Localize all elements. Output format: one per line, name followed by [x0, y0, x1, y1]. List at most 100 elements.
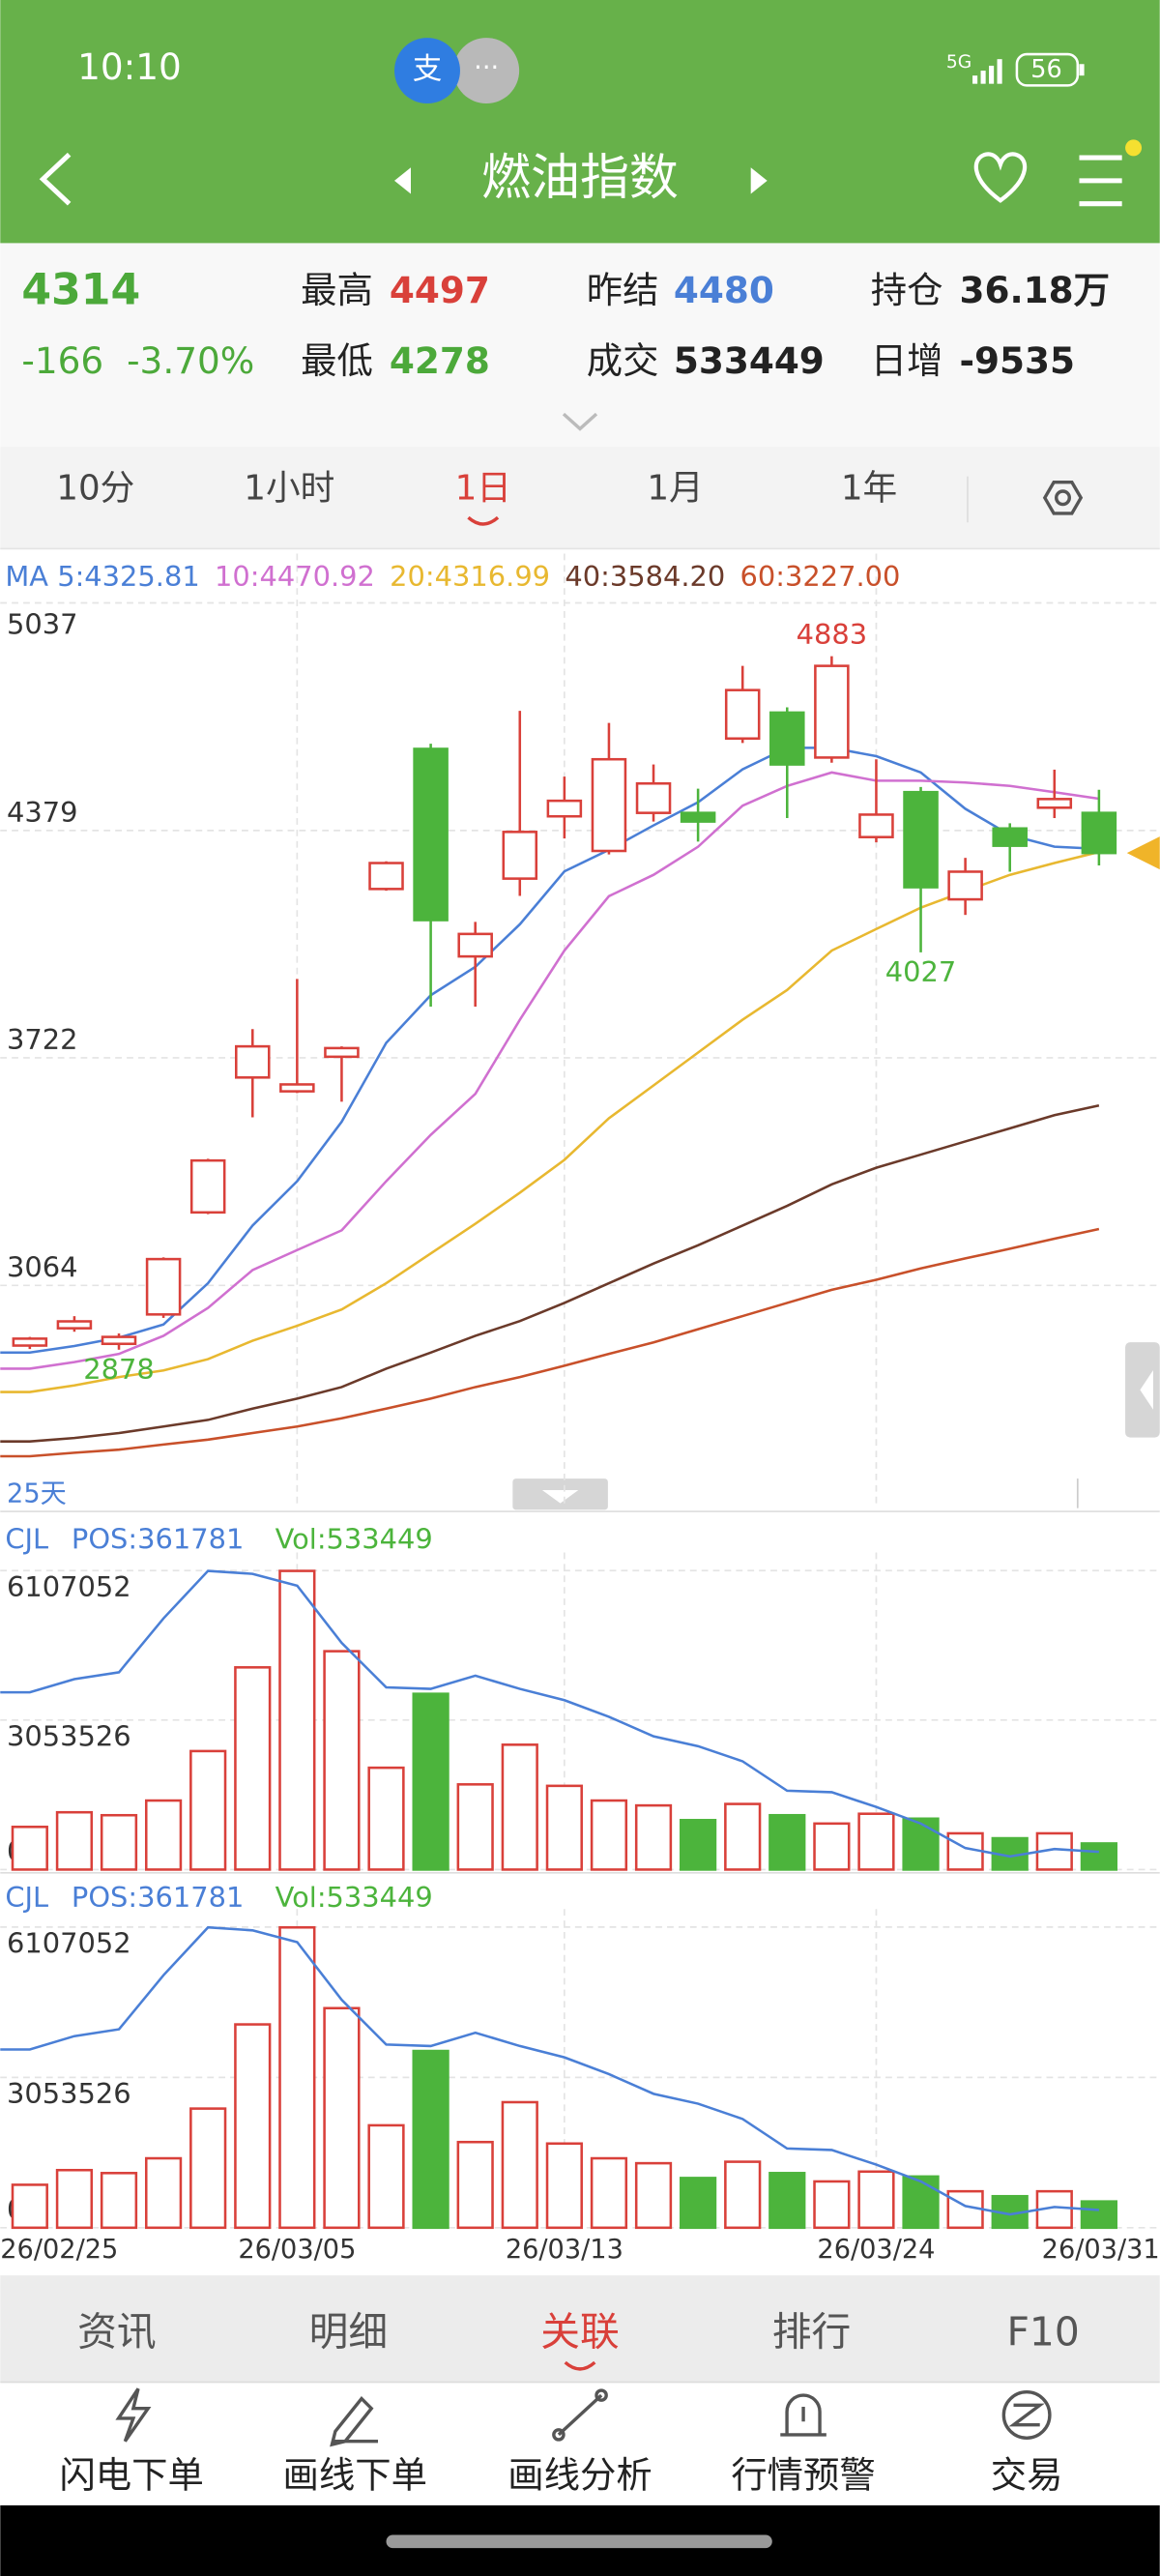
x-tick-label: 26/03/31 [1042, 2235, 1160, 2265]
indicator-label: CJL [5, 1523, 48, 1556]
network: 5G [946, 52, 972, 73]
prev-settle-label: 昨结 [587, 269, 659, 311]
trade-icon [1001, 2390, 1052, 2440]
home-indicator[interactable] [386, 2534, 772, 2549]
candle-body [680, 811, 716, 823]
last-price: 4314 [21, 265, 140, 314]
y-tick-label: 3053526 [7, 2077, 131, 2110]
candle-body [279, 1083, 315, 1093]
ma-line [0, 850, 1100, 1393]
candle-body [502, 831, 538, 880]
volume-bar [234, 1666, 272, 1871]
period-tabs-bg [0, 447, 1160, 549]
volume-bar [323, 2006, 361, 2230]
volume-label: 成交 [587, 339, 659, 382]
volume-bar [278, 1569, 316, 1871]
tab[interactable]: 排行 [772, 2308, 852, 2355]
battery-icon [1015, 52, 1080, 87]
candle-body [368, 862, 404, 891]
volume-bar [456, 1783, 494, 1871]
volume-bar [234, 2023, 272, 2230]
tab[interactable]: 关联 [540, 2308, 620, 2355]
quote-bg [0, 243, 1160, 448]
volume-bar [189, 2107, 227, 2230]
expand-button[interactable] [562, 412, 598, 431]
app-icon-bg [394, 38, 460, 104]
side-toggle-arrow [1140, 1369, 1153, 1410]
tab[interactable]: 1小时 [244, 468, 334, 508]
line-icon [557, 2393, 603, 2437]
menu-button[interactable] [1079, 155, 1122, 207]
tab[interactable]: 资讯 [77, 2308, 157, 2355]
ma-line [0, 771, 1100, 1370]
legend-item: POS:361781 [72, 1523, 244, 1556]
x-tick-label: 26/02/25 [0, 2235, 118, 2265]
y-tick-label: 6107052 [7, 1570, 131, 1603]
volume-bar [100, 2172, 138, 2230]
prev-button[interactable] [394, 167, 412, 194]
favorite-button[interactable] [973, 152, 1028, 203]
candle-body [814, 664, 850, 759]
menu-badge [1125, 139, 1143, 157]
volume-bar [1080, 1842, 1117, 1871]
tab[interactable]: 1年 [841, 468, 897, 508]
y-tick-label: 3053526 [7, 1720, 131, 1753]
change-pct: -3.70% [127, 339, 254, 382]
page-title: 燃油指数 [481, 150, 679, 207]
toolbar-icons [115, 2387, 1052, 2447]
candle-body [992, 827, 1028, 847]
more-icon-bg [453, 38, 520, 104]
x-tick-label: 26/03/13 [506, 2235, 624, 2265]
back-button[interactable] [39, 152, 72, 206]
candle-body [858, 813, 894, 838]
y-tick-label: 6107052 [7, 1927, 131, 1960]
trade-icon-mark [1008, 2403, 1045, 2427]
tab-indicator [564, 2360, 596, 2371]
volume-bar [1035, 1831, 1073, 1871]
tab[interactable]: 10分 [56, 468, 134, 508]
settings-button[interactable] [1042, 480, 1084, 515]
volume-bar [634, 1803, 673, 1871]
ma-line [0, 746, 1099, 1355]
toolbar-button[interactable]: 行情预警 [731, 2454, 875, 2497]
candle-body [947, 870, 983, 901]
volume-bar [55, 2168, 94, 2230]
toolbar-bg [0, 2382, 1160, 2505]
volume-bar [367, 1766, 405, 1871]
volume-bar [768, 1813, 806, 1871]
volume-bar [680, 2177, 717, 2230]
indicator-label: CJL [5, 1881, 48, 1914]
low-label: 2878 [83, 1353, 155, 1386]
volume-bar [11, 1826, 48, 1871]
daily-increase-label: 日增 [871, 339, 943, 382]
toolbar-button[interactable]: 闪电下单 [59, 2454, 203, 2497]
change: -166 [21, 339, 103, 382]
tab[interactable]: 明细 [309, 2308, 389, 2355]
tab[interactable]: 1月 [647, 468, 703, 508]
bottom-tabs-bg [0, 2275, 1160, 2383]
pos-line [0, 1925, 1099, 2216]
y-tick-label: 4379 [7, 796, 78, 829]
tab[interactable]: F10 [1006, 2308, 1079, 2355]
toolbar-button[interactable]: 交易 [991, 2454, 1063, 2497]
y-tick-label: 5037 [7, 607, 78, 640]
legend-item: 60:3227.00 [740, 560, 901, 593]
toolbar-button[interactable]: 画线下单 [283, 2454, 427, 2497]
candle-body [56, 1320, 93, 1330]
toolbar-button[interactable]: 画线分析 [508, 2454, 652, 2497]
battery-tip [1079, 64, 1085, 76]
battery-level: 56 [1030, 55, 1061, 84]
volume-bar [857, 1812, 895, 1871]
high-label: 最高 [301, 269, 373, 311]
status-time: 10:10 [77, 45, 182, 88]
volume-bar [323, 1650, 361, 1871]
tab[interactable]: 1日 [455, 468, 511, 508]
candle-body [413, 747, 449, 922]
legend-item: MA 5:4325.81 [5, 560, 199, 593]
y-tick-label: 3064 [7, 1250, 78, 1283]
low: 4278 [390, 339, 490, 382]
next-button[interactable] [750, 167, 768, 194]
days-label: 25天 [7, 1479, 67, 1509]
volume-bar [590, 2156, 628, 2230]
